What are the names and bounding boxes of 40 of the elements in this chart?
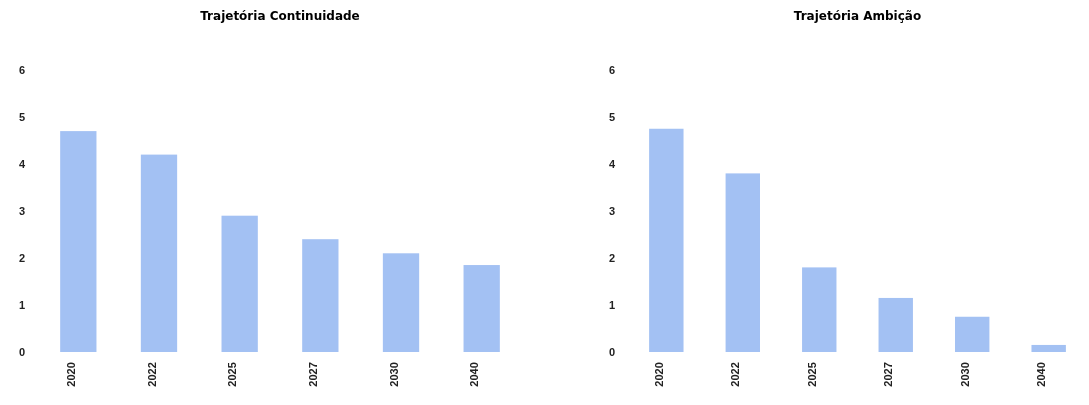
y-tick-label: 6	[608, 64, 615, 77]
y-tick-label: 3	[18, 205, 25, 218]
x-tick-label: 2020	[653, 362, 666, 387]
x-tick-label: 2025	[226, 362, 239, 387]
x-tick-label: 2040	[468, 362, 481, 387]
bar	[649, 128, 684, 352]
y-tick-label: 2	[18, 252, 25, 265]
bar	[955, 316, 990, 352]
y-tick-label: 5	[18, 111, 25, 124]
y-tick-label: 1	[608, 299, 615, 312]
x-tick-label: 2027	[882, 362, 895, 387]
x-tick-label: 2022	[145, 362, 158, 387]
y-tick-label: 4	[18, 158, 26, 171]
bar	[802, 267, 837, 352]
x-tick-label: 2030	[387, 362, 400, 387]
y-tick-label: 4	[608, 158, 616, 171]
y-tick-label: 1	[18, 299, 25, 312]
bar	[725, 173, 760, 352]
bar	[463, 265, 500, 352]
x-tick-label: 2025	[805, 362, 818, 387]
bar	[302, 239, 339, 352]
chart-title: Trajetória Ambição	[793, 9, 922, 23]
y-tick-label: 0	[18, 346, 25, 359]
bar	[878, 297, 913, 352]
x-tick-label: 2040	[1035, 362, 1048, 387]
y-tick-label: 3	[608, 205, 615, 218]
bar	[221, 215, 258, 352]
bar	[60, 131, 97, 352]
bar	[382, 253, 420, 352]
y-tick-label: 5	[608, 111, 615, 124]
x-tick-label: 2022	[729, 362, 742, 387]
y-tick-label: 6	[18, 64, 25, 77]
y-tick-label: 2	[608, 252, 615, 265]
bar	[140, 154, 178, 352]
x-tick-label: 2027	[307, 362, 320, 387]
x-tick-label: 2030	[958, 362, 971, 387]
bar	[1031, 344, 1066, 352]
y-tick-label: 0	[608, 346, 615, 359]
chart-title: Trajetória Continuidade	[200, 9, 360, 23]
x-tick-label: 2020	[65, 362, 78, 387]
